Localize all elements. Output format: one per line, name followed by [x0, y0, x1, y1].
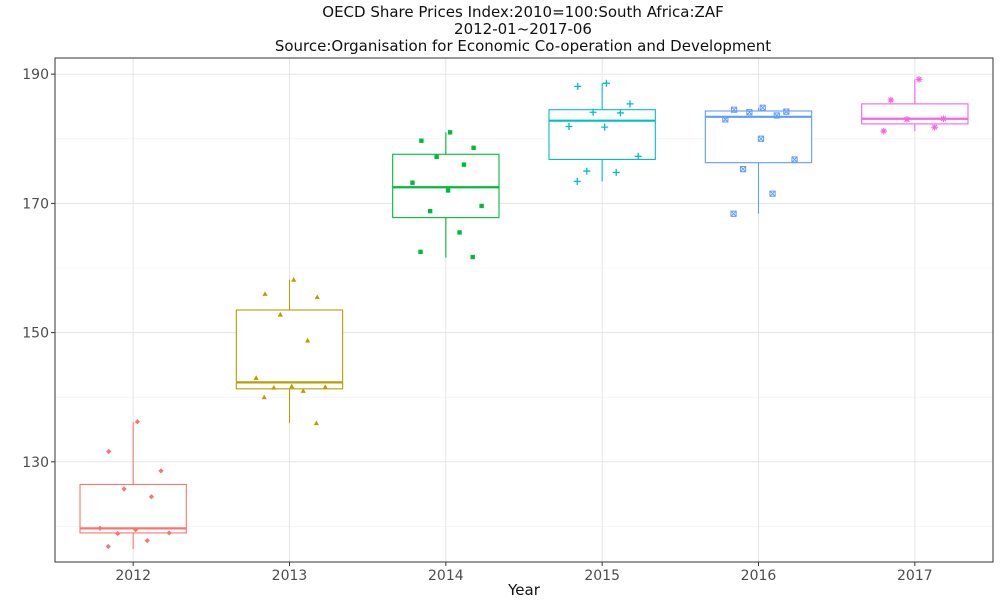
data-point: [277, 311, 283, 317]
data-point: [461, 162, 467, 167]
data-point: [105, 543, 111, 550]
data-point: [262, 291, 268, 296]
minor-gridlines: [55, 138, 993, 527]
data-point: [427, 208, 433, 214]
data-point: [115, 530, 121, 537]
data-point: [121, 486, 127, 492]
data-point: [419, 138, 424, 143]
jitter-points: [97, 76, 947, 550]
data-point: [134, 419, 140, 425]
boxplots: [79, 79, 969, 550]
x-axis-title: Year: [507, 581, 541, 599]
chart-source: Source:Organisation for Economic Co-oper…: [274, 37, 772, 55]
data-point: [470, 254, 475, 260]
x-tick-label: 2013: [272, 568, 308, 584]
data-point: [434, 154, 439, 160]
data-point: [730, 210, 737, 217]
data-point: [880, 127, 887, 135]
box-iqr: [548, 109, 656, 160]
chart-subtitle: 2012-01~2017-06: [454, 20, 592, 38]
data-point: [722, 116, 729, 123]
data-point: [313, 420, 319, 426]
data-point: [626, 100, 634, 108]
y-tick-label: 130: [22, 455, 49, 471]
data-point: [783, 108, 790, 115]
data-point: [471, 145, 476, 151]
data-point: [106, 448, 112, 455]
data-point: [133, 527, 139, 533]
data-point: [616, 109, 624, 117]
data-point: [612, 168, 620, 176]
data-point: [289, 383, 295, 389]
y-axis: 130 150 170 190: [22, 67, 55, 471]
data-point: [410, 180, 415, 185]
x-tick-label: 2015: [584, 568, 620, 584]
data-point: [253, 375, 259, 380]
data-point: [574, 82, 582, 90]
data-point: [261, 394, 267, 400]
data-point: [291, 277, 297, 282]
chart-title: OECD Share Prices Index:2010=100:South A…: [322, 3, 724, 21]
data-point: [903, 116, 911, 123]
x-tick-label: 2014: [428, 568, 464, 584]
data-point: [746, 109, 753, 116]
x-axis: 2012 2013 2014 2015 2016 2017: [115, 562, 933, 584]
data-point: [759, 104, 766, 111]
data-point: [166, 530, 172, 536]
data-point: [565, 122, 573, 130]
data-point: [915, 76, 923, 83]
data-point: [148, 494, 155, 500]
data-point: [940, 115, 947, 123]
data-point: [931, 123, 938, 131]
data-point: [158, 468, 164, 474]
y-tick-label: 190: [22, 67, 49, 83]
data-point: [418, 249, 423, 255]
y-tick-label: 150: [22, 326, 49, 342]
data-point: [300, 388, 306, 393]
data-point: [322, 384, 328, 389]
data-point: [583, 167, 591, 175]
data-point: [602, 79, 610, 87]
x-tick-label: 2012: [115, 568, 151, 584]
panel-border: [54, 57, 994, 563]
data-point: [740, 166, 747, 173]
major-gridlines: [55, 58, 993, 562]
data-point: [773, 112, 780, 119]
data-point: [730, 106, 738, 113]
data-point: [97, 525, 103, 531]
x-tick-label: 2016: [741, 568, 777, 584]
box-iqr: [861, 103, 969, 125]
data-point: [305, 337, 311, 343]
data-point: [769, 190, 776, 197]
data-point: [791, 156, 798, 163]
data-point: [314, 294, 320, 300]
box-iqr: [235, 309, 344, 390]
data-point: [271, 384, 277, 390]
data-point: [634, 152, 642, 160]
x-tick-label: 2017: [897, 568, 933, 584]
data-point: [479, 203, 484, 209]
data-point: [457, 230, 462, 235]
y-tick-label: 170: [22, 196, 49, 212]
data-point: [887, 96, 895, 104]
data-point: [445, 188, 451, 193]
data-point: [144, 538, 150, 544]
data-point: [573, 177, 581, 185]
box-iqr: [79, 483, 187, 534]
data-point: [757, 135, 765, 142]
data-point: [447, 130, 453, 135]
data-point: [589, 108, 597, 116]
data-point: [601, 123, 609, 131]
